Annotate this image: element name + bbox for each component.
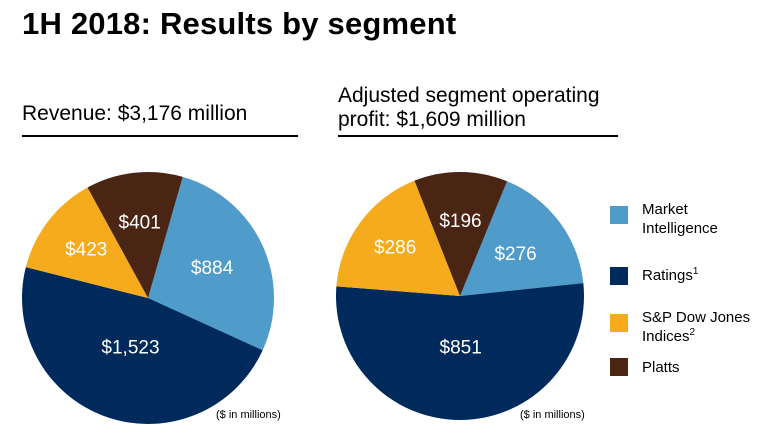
- pie-1-label-market-intelligence: $276: [494, 244, 536, 265]
- revenue-unit-note: ($ in millions): [216, 409, 281, 421]
- pie-0-slice-platts: [87, 172, 183, 298]
- legend-swatch-market-intelligence: [610, 206, 628, 224]
- profit-pie-chart: $276 $851 $286 $196: [336, 172, 584, 421]
- pie-0-label-ratings: $1,523: [101, 337, 159, 358]
- pie-1-label-platts: $196: [439, 211, 481, 232]
- revenue-title-divider: [22, 135, 298, 137]
- pie-1-label-dow-jones-indices: $286: [374, 238, 416, 259]
- revenue-pie-title: Revenue: $3,176 million: [22, 102, 248, 125]
- profit-pie-title-line-2: profit: $1,609 million: [338, 108, 526, 131]
- legend-swatch-dow-jones-indices: [610, 314, 628, 332]
- pie-0-label-dow-jones-indices: $423: [65, 240, 107, 261]
- profit-pie-title: Adjusted segment operating profit: $1,60…: [338, 84, 600, 132]
- legend-label-ratings: Ratings1: [642, 266, 699, 285]
- legend-footnote-dow-jones-indices: 2: [689, 327, 696, 338]
- pie-0-label-platts: $401: [119, 212, 161, 233]
- pie-1-slice-market-intelligence: [460, 181, 584, 296]
- legend-label-dow-jones-indices: S&P Dow Jones Indices2: [642, 309, 751, 345]
- profit-pie-title-line-1: Adjusted segment operating: [338, 84, 600, 107]
- pie-1-slice-dow-jones-indices: [336, 180, 460, 296]
- legend-label-market-intelligence: Market Intelligence: [642, 201, 718, 237]
- legend-label-platts: Platts: [642, 359, 680, 376]
- revenue-pie-chart: $884 $1,523 $423 $401: [21, 172, 274, 425]
- legend-swatch-platts: [610, 358, 628, 376]
- legend-footnote-ratings: 1: [692, 266, 699, 277]
- profit-unit-note: ($ in millions): [520, 409, 585, 421]
- pie-0-slice-dow-jones-indices: [25, 187, 148, 298]
- pie-0-label-market-intelligence: $884: [191, 258, 234, 279]
- legend-swatch-ratings: [610, 267, 628, 285]
- page-title: 1H 2018: Results by segment: [22, 6, 457, 41]
- pie-1-label-ratings: $851: [440, 338, 482, 359]
- pie-1-slice-platts: [414, 172, 508, 296]
- pie-0-slice-ratings: [21, 267, 263, 425]
- pie-1-slice-ratings: [336, 283, 584, 421]
- profit-title-divider: [338, 135, 618, 137]
- pie-0-slice-market-intelligence: [148, 176, 274, 351]
